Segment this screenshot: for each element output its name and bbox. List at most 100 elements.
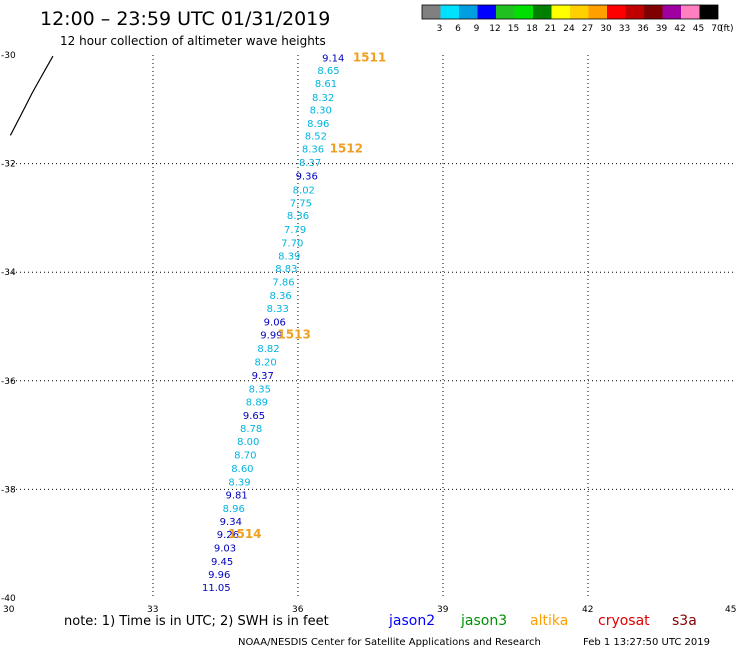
colorbar-label: 27 bbox=[582, 24, 593, 34]
colorbar-swatch bbox=[551, 5, 570, 19]
wave-height-label: 9.26 bbox=[217, 530, 239, 541]
x-tick-label: 30 bbox=[3, 605, 15, 615]
wave-height-label: 8.39 bbox=[278, 251, 300, 262]
colorbar-label: 70 bbox=[711, 24, 723, 34]
x-tick-label: 33 bbox=[147, 605, 158, 615]
pass-number-label: 1514 bbox=[228, 527, 261, 541]
colorbar-label: 9 bbox=[474, 24, 480, 34]
wave-height-label: 9.45 bbox=[211, 557, 233, 568]
colorbar-label: 36 bbox=[637, 24, 649, 34]
colorbar-swatch bbox=[496, 5, 515, 19]
wave-height-label: 8.89 bbox=[246, 397, 268, 408]
wave-height-label: 8.52 bbox=[305, 131, 327, 142]
pass-number-label: 1513 bbox=[277, 328, 310, 342]
colorbar: 3 6 9 12 15 18 21 24 27 30 33 36 39 42 45 70(ft) bbox=[421, 4, 734, 34]
wave-height-label: 8.36 bbox=[302, 144, 324, 155]
wave-height-label: 8.33 bbox=[267, 304, 289, 315]
y-tick-label: -36 bbox=[1, 377, 16, 387]
y-tick-label: -30 bbox=[1, 51, 16, 61]
colorbar-swatch bbox=[440, 5, 459, 19]
colorbar-label: 39 bbox=[656, 24, 668, 34]
coastline bbox=[9, 55, 54, 136]
wave-height-values: 9.148.658.618.328.308.968.528.368.379.36… bbox=[202, 54, 344, 594]
pass-number-label: 1512 bbox=[330, 141, 363, 155]
colorbar-swatch bbox=[533, 5, 552, 19]
wave-height-label: 9.03 bbox=[214, 544, 236, 555]
wave-height-label: 8.83 bbox=[275, 264, 297, 275]
wave-height-label: 8.60 bbox=[231, 464, 253, 475]
colorbar-label: 6 bbox=[455, 24, 461, 34]
wave-height-label: 8.96 bbox=[223, 504, 245, 515]
y-tick-label: -34 bbox=[1, 268, 16, 278]
page-subtitle: 12 hour collection of altimeter wave hei… bbox=[60, 34, 326, 48]
legend-cryosat: cryosat bbox=[598, 613, 650, 629]
grid-lines bbox=[8, 55, 733, 598]
wave-height-label: 8.82 bbox=[257, 344, 279, 355]
wave-height-label: 9.99 bbox=[260, 331, 282, 342]
colorbar-label: 21 bbox=[545, 24, 556, 34]
y-tick-label: -40 bbox=[1, 594, 16, 604]
colorbar-swatch bbox=[588, 5, 607, 19]
wave-height-label: 8.30 bbox=[310, 105, 332, 116]
x-tick-label: 39 bbox=[437, 605, 449, 615]
colorbar-label: 24 bbox=[563, 24, 575, 34]
wave-height-label: 8.37 bbox=[299, 158, 321, 169]
wave-height-label: 7.70 bbox=[281, 238, 303, 249]
colorbar-label: 3 bbox=[437, 24, 443, 34]
colorbar-swatch bbox=[459, 5, 478, 19]
colorbar-label: 42 bbox=[674, 24, 685, 34]
colorbar-frame bbox=[421, 4, 719, 20]
colorbar-swatch bbox=[607, 5, 626, 19]
wave-height-label: 7.86 bbox=[272, 277, 294, 288]
colorbar-unit: (ft) bbox=[720, 24, 734, 34]
wave-height-label: 8.35 bbox=[249, 384, 271, 395]
legend-s3a: s3a bbox=[672, 613, 697, 629]
colorbar-swatch bbox=[570, 5, 589, 19]
wave-height-label: 8.02 bbox=[293, 186, 315, 197]
wave-height-label: 7.75 bbox=[290, 199, 312, 210]
footer-credit: NOAA/NESDIS Center for Satellite Applica… bbox=[238, 637, 541, 648]
colorbar-label: 12 bbox=[489, 24, 500, 34]
wave-height-label: 8.00 bbox=[237, 437, 259, 448]
colorbar-swatch bbox=[477, 5, 496, 19]
coastline-path bbox=[9, 55, 54, 136]
wave-height-label: 8.36 bbox=[269, 291, 291, 302]
note-text: note: 1) Time is in UTC; 2) SWH is in fe… bbox=[64, 614, 329, 629]
colorbar-label: 15 bbox=[508, 24, 519, 34]
wave-height-label: 8.70 bbox=[234, 451, 256, 462]
colorbar-swatch bbox=[625, 5, 644, 19]
x-tick-label: 42 bbox=[582, 605, 593, 615]
pass-labels: 1511 1512 1513 1514 bbox=[228, 51, 386, 541]
wave-height-label: 9.37 bbox=[252, 371, 274, 382]
colorbar-label: 30 bbox=[600, 24, 612, 34]
wave-height-label: 8.36 bbox=[287, 211, 309, 222]
colorbar-label: 45 bbox=[693, 24, 704, 34]
wave-height-label: 8.65 bbox=[317, 66, 339, 77]
wave-height-label: 8.39 bbox=[228, 477, 250, 488]
page-title: 12:00 – 23:59 UTC 01/31/2019 bbox=[40, 8, 330, 30]
y-tick-label: -38 bbox=[1, 485, 16, 495]
wave-height-label: 8.61 bbox=[315, 79, 337, 90]
legend-altika: altika bbox=[530, 613, 568, 629]
wave-height-label: 8.78 bbox=[240, 424, 262, 435]
colorbar-swatch bbox=[514, 5, 533, 19]
wave-height-label: 8.20 bbox=[254, 357, 276, 368]
wave-height-label: 11.05 bbox=[202, 583, 231, 594]
colorbar-swatch bbox=[662, 5, 681, 19]
wave-height-label: 8.96 bbox=[307, 119, 329, 130]
y-tick-label: -32 bbox=[1, 160, 16, 170]
pass-number-label: 1511 bbox=[353, 51, 386, 65]
wave-height-label: 9.34 bbox=[220, 517, 242, 528]
satellite-legend: jason2 jason3 altika cryosat s3a bbox=[388, 613, 697, 629]
wave-height-label: 9.06 bbox=[264, 318, 286, 329]
wave-height-label: 7.79 bbox=[284, 225, 306, 236]
x-tick-label: 45 bbox=[725, 605, 736, 615]
wave-height-label: 9.36 bbox=[296, 172, 318, 183]
footer-timestamp: Feb 1 13:27:50 UTC 2019 bbox=[583, 637, 710, 648]
colorbar-label: 33 bbox=[619, 24, 630, 34]
wave-height-label: 9.14 bbox=[322, 54, 344, 65]
x-tick-label: 36 bbox=[292, 605, 304, 615]
colorbar-swatch bbox=[422, 5, 441, 19]
